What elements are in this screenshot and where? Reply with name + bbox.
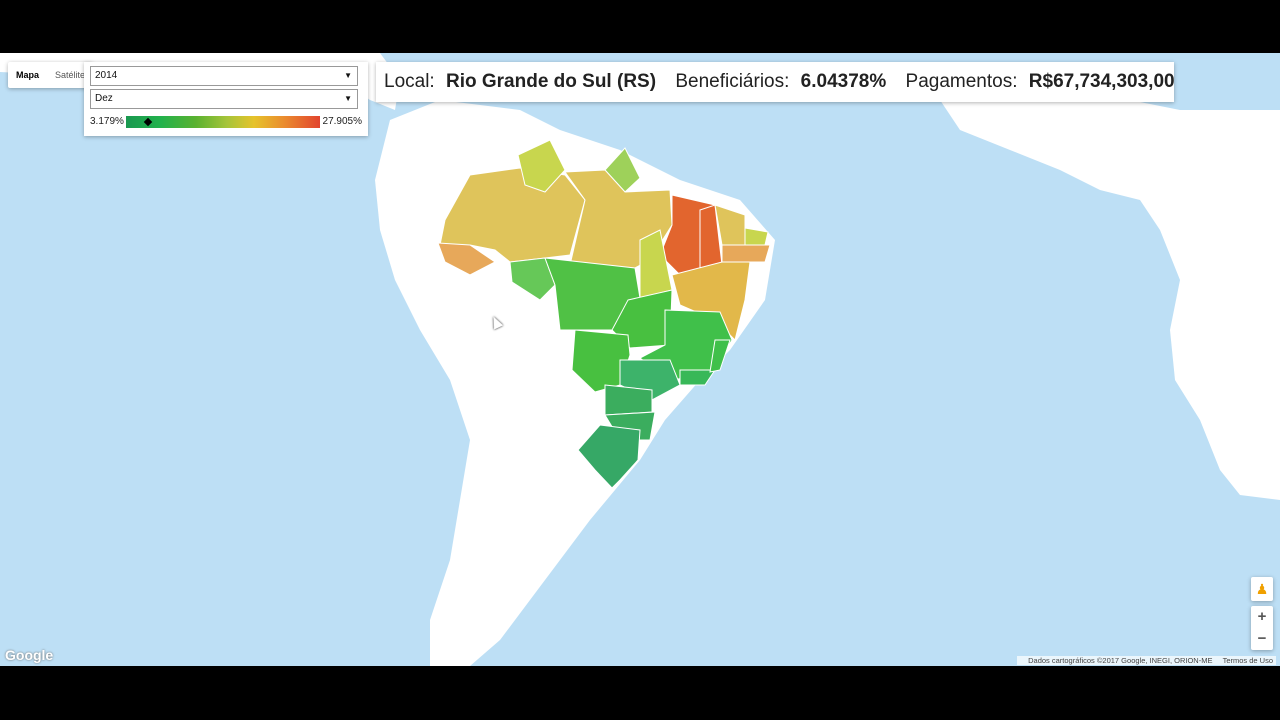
map-type-satellite-button[interactable]: Satélite [55,70,86,80]
state-rio-grande-do-sul [577,424,641,489]
state-pernambuco [721,244,771,263]
google-logo: Google [5,647,54,663]
chevron-down-icon: ▼ [344,94,352,103]
scale-min-label: 3.179% [90,116,124,127]
state-roraima [517,139,566,193]
year-select[interactable]: 2014 ▼ [90,66,358,86]
bottom-letterbox [0,666,1280,720]
color-scale-bar [126,116,320,128]
state-rio-de-janeiro [679,369,716,386]
beneficiarios-value: 6.04378% [800,71,887,92]
local-value: Rio Grande do Sul (RS) [445,71,657,92]
local-label: Local: [384,71,435,92]
africa-land [940,90,1280,500]
brazil-states[interactable] [437,139,771,489]
pagamentos-value: R$67,734,303,00 [1028,71,1175,92]
map-attribution: Dados cartográficos ©2017 Google, INEGI,… [1017,656,1276,665]
zoom-out-button[interactable]: − [1257,630,1267,647]
month-select[interactable]: Dez ▼ [90,89,358,109]
state-acre [437,242,496,276]
map-type-control: Mapa Satélite [8,62,94,88]
state-goias [611,289,673,349]
zoom-in-button[interactable]: + [1257,608,1267,625]
map-canvas[interactable] [0,53,1280,666]
filter-panel: 2014 ▼ Dez ▼ 3.179% 27.905% [84,62,368,136]
chevron-down-icon: ▼ [344,71,352,80]
map-data-credit: Dados cartográficos ©2017 Google, INEGI,… [1028,656,1213,665]
beneficiarios-label: Beneficiários: [675,71,790,92]
year-select-value: 2014 [95,70,118,81]
state-espirito-santo [709,339,731,373]
state-bahia [671,261,751,341]
month-select-value: Dez [95,93,113,104]
zoom-control: + − [1251,606,1273,650]
state-rondonia [509,257,556,301]
pegman-icon[interactable]: ♟ [1251,577,1273,601]
info-box: Local: Rio Grande do Sul (RS) Beneficiár… [376,62,1175,102]
top-letterbox [0,0,1280,53]
terms-link[interactable]: Termos de Uso [1222,656,1273,665]
scale-max-label: 27.905% [322,116,362,127]
pagamentos-label: Pagamentos: [905,71,1018,92]
state-parana [604,384,653,416]
map-graphic[interactable] [0,53,1280,666]
map-type-map-button[interactable]: Mapa [16,70,40,80]
